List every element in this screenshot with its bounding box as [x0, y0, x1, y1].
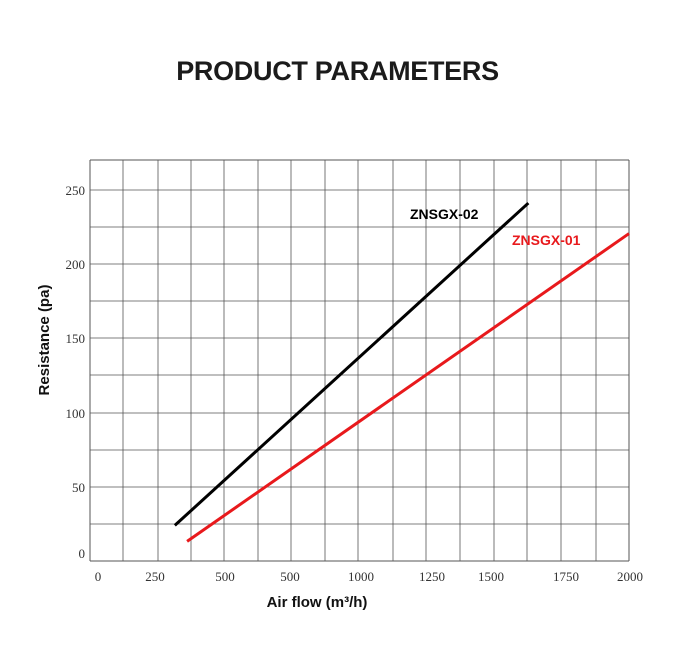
chart-grid [89, 159, 630, 562]
y-tick-label: 250 [66, 183, 86, 198]
x-tick-label: 250 [145, 569, 165, 584]
chart-series-group: ZNSGX-02 ZNSGX-01 [173, 201, 630, 543]
y-tick-label: 0 [79, 546, 86, 561]
x-tick-label: 1500 [478, 569, 504, 584]
x-tick-label: 0 [95, 569, 102, 584]
x-axis-label: Air flow (m³/h) [267, 594, 368, 611]
series-line-znsgx-02 [173, 201, 530, 527]
page-title: PRODUCT PARAMETERS [176, 56, 499, 86]
chart-ticks: 0 250 500 500 1000 1250 1500 1750 2000 0 50 100 150 2… [66, 183, 644, 584]
y-tick-label: 200 [66, 257, 86, 272]
y-axis-label: Resistance (pa) [36, 285, 53, 396]
x-tick-label: 1750 [553, 569, 579, 584]
y-tick-label: 150 [66, 331, 86, 346]
series-label-znsgx-02: ZNSGX-02 [410, 206, 479, 222]
x-tick-label: 500 [215, 569, 235, 584]
x-tick-label: 1000 [348, 569, 374, 584]
x-tick-label: 2000 [617, 569, 643, 584]
y-tick-label: 50 [72, 480, 85, 495]
y-tick-label: 100 [66, 406, 86, 421]
series-label-znsgx-01: ZNSGX-01 [512, 232, 581, 248]
series-line-znsgx-01 [186, 232, 630, 543]
x-tick-label: 500 [280, 569, 300, 584]
x-tick-label: 1250 [419, 569, 445, 584]
